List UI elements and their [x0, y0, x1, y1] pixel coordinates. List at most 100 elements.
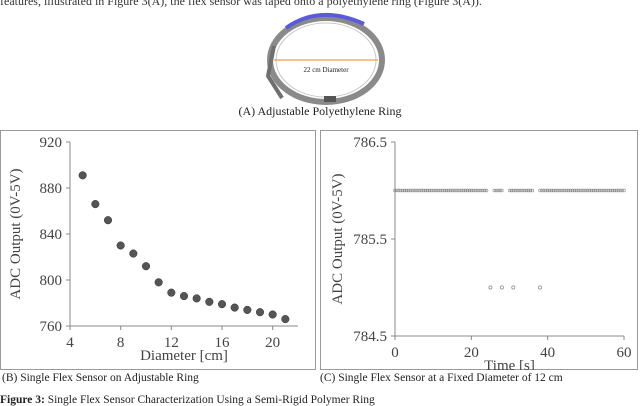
chart-c-data-point — [469, 188, 474, 193]
chart-c-data-point — [582, 188, 586, 193]
chart-b-data-point — [129, 249, 138, 258]
chart-b-y-tick-label: 840 — [40, 227, 63, 243]
chart-c-data-point — [553, 188, 558, 193]
chart-c-data-point — [408, 188, 412, 193]
chart-c-data-point — [452, 188, 456, 193]
chart-b-y-tick-label: 880 — [40, 181, 63, 197]
chart-c-data-point — [492, 188, 496, 193]
chart-c-data-point — [551, 188, 556, 193]
chart-c-data-point — [444, 188, 449, 193]
chart-c-data-point — [607, 188, 611, 193]
chart-c-data-point — [475, 188, 479, 193]
chart-b-y-tick-label: 800 — [40, 273, 63, 289]
chart-b-x-tick-label: 20 — [265, 335, 280, 351]
chart-c-data-point — [460, 188, 464, 193]
chart-b-data-point — [103, 216, 113, 225]
chart-c-data-point — [423, 188, 428, 193]
chart-b-data-point — [116, 241, 125, 250]
chart-c-data-point — [429, 188, 433, 193]
chart-c-data-point — [523, 188, 527, 193]
chart-c-data-point — [509, 188, 514, 193]
chart-c-data-point — [544, 188, 548, 193]
chart-b-data-point — [205, 297, 214, 306]
chart-b-x-axis-label: Diameter [cm] — [140, 348, 228, 364]
chart-b-data-point — [230, 303, 239, 312]
chart-c-data-point — [580, 188, 584, 193]
chart-b-data-point — [78, 171, 87, 180]
chart-c-data-point — [530, 188, 535, 193]
chart-c-data-point — [418, 188, 422, 193]
chart-c-data-point — [591, 188, 596, 193]
chart-c-data-point — [524, 188, 529, 193]
chart-c-x-tick-label: 60 — [617, 345, 632, 361]
chart-c-data-point — [454, 188, 458, 193]
chart-c-data-point — [593, 188, 598, 193]
chart-c-data-point — [498, 188, 502, 193]
chart-c-data-point — [458, 188, 462, 193]
chart-c-data-point — [462, 188, 466, 193]
chart-c-data-point — [561, 188, 565, 193]
chart-c-data-point — [599, 188, 603, 193]
chart-c-data-point — [614, 188, 619, 193]
chart-c-data-point — [519, 188, 523, 193]
chart-c-data-point — [584, 188, 588, 193]
chart-c-data-point — [473, 188, 477, 193]
figure-label: Figure 3: — [0, 394, 45, 406]
chart-c-data-point — [586, 188, 590, 193]
chart-c-data-point — [618, 188, 622, 193]
chart-c-data-point — [404, 188, 409, 193]
chart-c-data-point — [511, 188, 516, 193]
chart-c-data-point — [605, 188, 609, 193]
chart-c: 784.5 785.5 786.5 0 20 40 60 Time [s] ADC Output… — [320, 130, 638, 370]
ring-clamp — [265, 45, 284, 100]
chart-b-data-point — [91, 200, 100, 209]
chart-b-data-point — [179, 292, 189, 301]
chart-c-data-point — [410, 188, 414, 193]
chart-c-data-point — [439, 188, 443, 193]
chart-c-data-point — [549, 188, 554, 193]
chart-c-data-point — [431, 188, 435, 193]
chart-c-data-point — [513, 188, 517, 193]
chart-c-data-point — [481, 188, 485, 193]
chart-c-data-point — [427, 188, 432, 193]
diameter-label: 22 cm Diameter — [303, 66, 349, 74]
chart-b-y-tick-label: 920 — [40, 135, 63, 151]
chart-b-frame — [0, 130, 316, 370]
chart-c-y-tick-label: 784.5 — [353, 329, 387, 345]
header-fragment: features, illustrated in Figure 3(A), th… — [0, 0, 482, 8]
chart-b-data-point — [192, 294, 201, 303]
chart-c-data-point — [393, 188, 397, 193]
chart-b-data-point — [154, 278, 163, 287]
chart-c-data-point — [450, 188, 454, 193]
chart-c-data-point — [538, 188, 542, 193]
chart-b: 760 800 840 880 920 4 8 12 16 20 Diameter [cm] ADC … — [0, 130, 316, 370]
chart-b-x-tick-label: 16 — [215, 335, 231, 351]
chart-c-data-point — [400, 188, 405, 193]
caption-b: (B) Single Flex Sensor on Adjustable Rin… — [2, 372, 199, 384]
chart-c-y-tick-label: 786.5 — [353, 135, 387, 151]
chart-c-data-point — [420, 188, 424, 193]
chart-c-data-point — [479, 188, 483, 193]
chart-b-data-point — [217, 300, 227, 309]
chart-c-data-point — [616, 188, 620, 193]
chart-c-data-point — [465, 188, 470, 193]
chart-c-data-point — [603, 188, 607, 193]
chart-c-data-point — [587, 188, 592, 193]
chart-c-data-point — [421, 188, 426, 193]
chart-c-data-point — [441, 188, 445, 193]
chart-c-data-point — [540, 188, 544, 193]
chart-c-data-point — [570, 188, 575, 193]
chart-b-y-axis-label: ADC Output (0V-5V) — [8, 168, 24, 299]
chart-c-data-point — [496, 188, 500, 193]
chart-c-data-point — [442, 188, 447, 193]
chart-c-data-point — [406, 188, 411, 193]
chart-c-data-point — [589, 188, 594, 193]
chart-c-data-point — [608, 188, 613, 193]
chart-c-data-point — [395, 188, 399, 193]
figure-caption: Figure 3: Single Flex Sensor Characteriz… — [0, 394, 375, 406]
chart-b-x-tick-label: 4 — [66, 335, 74, 351]
chart-c-data-point — [555, 188, 559, 193]
chart-c-data-point — [477, 188, 481, 193]
ring-connector — [324, 96, 336, 102]
chart-b-y-tick-label: 760 — [40, 319, 63, 335]
